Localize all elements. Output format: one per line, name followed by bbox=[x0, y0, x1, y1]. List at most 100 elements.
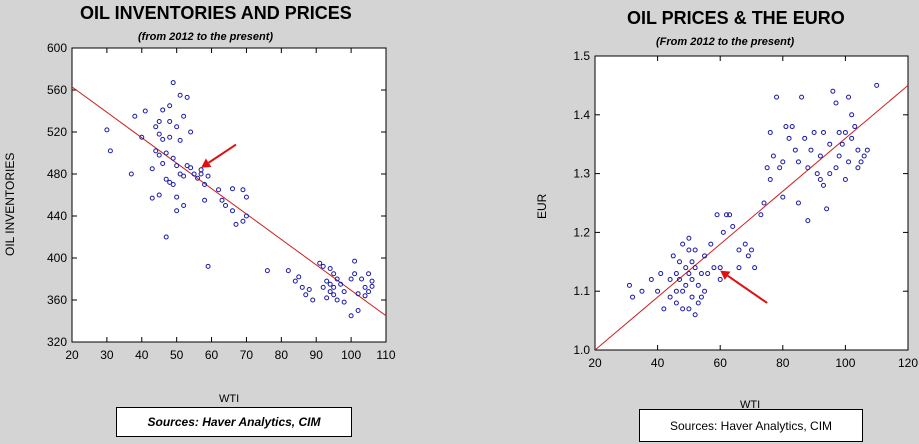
chart1-point bbox=[156, 131, 162, 137]
chart1-x-tick-label: 50 bbox=[170, 348, 184, 362]
chart2-point bbox=[758, 212, 764, 218]
chart1-point bbox=[348, 313, 354, 319]
chart1-y-tick-label: 600 bbox=[47, 41, 67, 55]
chart2-x-tick-label: 120 bbox=[898, 356, 918, 370]
chart1-x-tick-label: 90 bbox=[310, 348, 324, 362]
chart2-point bbox=[717, 276, 723, 282]
chart1-y-tick-label: 560 bbox=[47, 83, 67, 97]
chart2-point bbox=[680, 288, 686, 294]
chart2-point bbox=[861, 153, 867, 159]
chart1-x-tick-label: 30 bbox=[100, 348, 114, 362]
chart2-point bbox=[698, 271, 704, 277]
chart1-point bbox=[160, 107, 166, 113]
chart2-y-tick-label: 1.2 bbox=[573, 225, 590, 239]
chart1-y-tick-label: 360 bbox=[47, 293, 67, 307]
chart1-point bbox=[362, 284, 368, 290]
chart2-point bbox=[683, 282, 689, 288]
chart2-subtitle: (From 2012 to the present) bbox=[656, 36, 795, 48]
chart1-point bbox=[188, 129, 194, 135]
chart1-point bbox=[355, 291, 361, 297]
chart1-arrow-head bbox=[201, 158, 212, 168]
chart2-y-tick-label: 1.3 bbox=[573, 167, 590, 181]
chart1-point bbox=[264, 268, 270, 274]
chart1-point bbox=[229, 208, 235, 214]
chart2-point bbox=[626, 282, 632, 288]
chart2-point bbox=[686, 235, 692, 241]
chart2-point bbox=[770, 153, 776, 159]
chart1-point bbox=[139, 134, 145, 140]
chart2-arrow-head bbox=[720, 270, 731, 280]
chart1-x-tick-label: 70 bbox=[240, 348, 254, 362]
chart2-point bbox=[692, 312, 698, 318]
chart1-point bbox=[142, 108, 148, 114]
chart1-point bbox=[229, 186, 235, 192]
chart2-point bbox=[874, 82, 880, 88]
chart2-point bbox=[864, 147, 870, 153]
chart1-point bbox=[195, 175, 201, 181]
chart2-point bbox=[742, 241, 748, 247]
chart1-x-tick-label: 100 bbox=[341, 348, 361, 362]
chart1-point bbox=[160, 161, 166, 166]
chart1-point bbox=[128, 171, 134, 177]
chart2-point bbox=[677, 259, 683, 265]
chart1-point bbox=[219, 197, 225, 203]
chart1-point bbox=[233, 221, 239, 227]
chart2-x-axis-label: WTI bbox=[740, 399, 761, 411]
chart2-y-axis-label: EUR bbox=[535, 193, 549, 219]
chart2-point bbox=[702, 288, 708, 294]
chart2-point bbox=[792, 147, 798, 153]
chart1-point bbox=[303, 292, 309, 298]
chart2-x-tick-label: 20 bbox=[588, 356, 602, 370]
chart2-point bbox=[689, 259, 695, 265]
chart2-point bbox=[720, 229, 726, 235]
chart2-point bbox=[836, 129, 842, 135]
chart1-point bbox=[338, 281, 344, 287]
chart2-y-tick-label: 1.4 bbox=[573, 108, 590, 122]
chart2-point bbox=[639, 288, 645, 294]
chart2-source-box: Sources: Haver Analytics, CIM bbox=[639, 409, 863, 442]
chart1-point bbox=[348, 276, 354, 282]
chart1-point bbox=[174, 208, 180, 214]
chart2-point bbox=[817, 153, 823, 159]
chart2-point bbox=[730, 224, 736, 230]
chart1-point bbox=[156, 152, 162, 158]
chart2-point bbox=[833, 100, 839, 106]
chart2-point bbox=[783, 124, 789, 130]
chart1-subtitle: (from 2012 to the present) bbox=[138, 31, 274, 43]
chart2-point bbox=[695, 300, 701, 306]
chart1-point bbox=[352, 271, 358, 277]
chart2-point bbox=[667, 276, 673, 282]
chart2-point bbox=[786, 135, 792, 141]
chart2-point bbox=[827, 141, 833, 147]
chart2-point bbox=[799, 94, 805, 100]
chart2-arrow-shaft bbox=[727, 274, 768, 304]
chart2-point bbox=[849, 112, 855, 118]
chart1-point bbox=[355, 308, 361, 313]
chart2-point bbox=[695, 282, 701, 288]
chart1-source-box: Sources: Haver Analytics, CIM bbox=[116, 407, 352, 437]
chart2-point bbox=[855, 165, 861, 171]
chart2-point bbox=[670, 253, 676, 259]
chart2-point bbox=[805, 165, 811, 171]
chart2-title: OIL PRICES & THE EURO bbox=[627, 8, 845, 28]
chart1-point bbox=[167, 179, 173, 185]
chart1-x-tick-label: 60 bbox=[205, 348, 219, 362]
chart2-y-tick-label: 1.1 bbox=[573, 284, 590, 298]
chart1-point bbox=[156, 192, 162, 198]
chart1-point bbox=[352, 258, 358, 264]
chart1-point bbox=[327, 281, 333, 287]
chart1-point bbox=[331, 271, 337, 277]
chart2-point bbox=[852, 124, 858, 130]
chart1-point bbox=[163, 234, 169, 240]
chart1-point bbox=[184, 94, 190, 100]
chart2-point bbox=[774, 94, 780, 100]
chart1-x-tick-label: 40 bbox=[135, 348, 149, 362]
chart1-point bbox=[331, 284, 337, 290]
chart1-point bbox=[324, 295, 330, 301]
chart1-point bbox=[324, 278, 330, 284]
chart1-point bbox=[177, 171, 183, 177]
chart1-y-tick-label: 440 bbox=[47, 209, 67, 223]
chart1-point bbox=[177, 92, 183, 98]
chart1-point bbox=[359, 276, 365, 282]
chart2-point bbox=[736, 247, 742, 253]
